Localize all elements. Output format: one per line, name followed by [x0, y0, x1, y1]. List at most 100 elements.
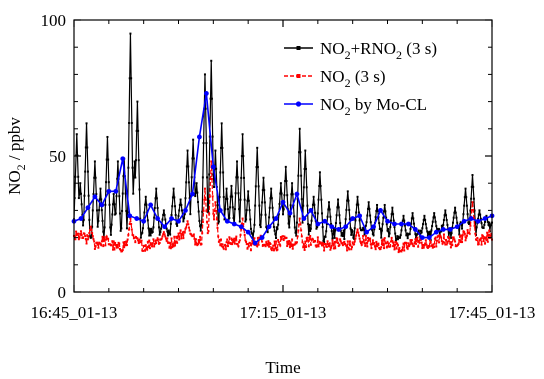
series-1-point	[107, 237, 110, 240]
series-0-point	[85, 122, 88, 125]
series-1-point	[364, 244, 367, 247]
series-1-point	[247, 245, 250, 248]
series-0-point	[293, 215, 296, 218]
series-1-point	[354, 237, 357, 240]
series-1-point	[441, 242, 444, 245]
series-0-point	[369, 221, 372, 224]
series-1-point	[426, 246, 429, 249]
series-0-point	[426, 230, 429, 233]
y-axis-title-sub: 2	[14, 164, 28, 170]
series-1-point	[279, 236, 282, 239]
series-0-point	[400, 229, 403, 232]
series-0-point	[363, 233, 366, 236]
series-0-point	[412, 217, 415, 220]
series-0-point	[376, 203, 379, 206]
series-0-point	[368, 207, 371, 210]
series-1-point	[377, 242, 380, 245]
series-0-point	[136, 100, 139, 103]
series-1-point	[396, 244, 399, 247]
series-0-point	[139, 236, 142, 239]
series-0-point	[391, 206, 394, 209]
series-1-point	[86, 238, 89, 241]
series-2-point	[385, 218, 390, 224]
series-0-point	[489, 224, 492, 227]
series-0-point	[78, 192, 81, 195]
series-0-point	[465, 196, 468, 199]
series-0-point	[141, 231, 144, 234]
series-0-point	[242, 176, 245, 179]
series-1-point	[360, 243, 363, 246]
series-0-point	[408, 233, 411, 236]
series-1-point	[249, 249, 252, 252]
series-0-point	[423, 214, 426, 217]
series-0-point	[216, 204, 219, 207]
series-1-point	[280, 237, 283, 240]
series-0-point	[424, 218, 427, 221]
series-0-point	[247, 199, 250, 202]
series-1-point	[215, 218, 218, 221]
series-0-point	[261, 189, 264, 192]
series-1-point	[396, 242, 399, 245]
series-0-point	[137, 159, 140, 162]
series-0-point	[203, 73, 206, 76]
series-1-point	[266, 244, 269, 247]
series-0-point	[183, 217, 186, 220]
series-0-point	[89, 235, 92, 238]
series-0-point	[166, 230, 169, 233]
series-1-point	[103, 236, 106, 239]
series-0-point	[396, 238, 399, 241]
series-0-point	[129, 32, 132, 35]
series-0-point	[337, 206, 340, 209]
series-1-point	[161, 235, 164, 238]
series-0-point	[162, 213, 165, 216]
series-1-point	[311, 238, 314, 241]
series-0-point	[362, 228, 365, 231]
series-1-point	[373, 245, 376, 248]
series-0-point	[210, 97, 213, 100]
series-0-point	[155, 197, 158, 200]
series-1-point	[121, 249, 124, 252]
series-0-point	[369, 214, 372, 217]
series-0-point	[436, 227, 439, 230]
series-1-point	[293, 243, 296, 246]
series-0-point	[249, 218, 252, 221]
series-1-point	[197, 239, 200, 242]
series-1-point	[110, 244, 113, 247]
series-1-point	[406, 246, 409, 249]
series-1-point	[447, 240, 450, 243]
series-0-point	[97, 219, 100, 222]
legend-label-part: (3 s)	[402, 39, 437, 58]
series-1-point	[411, 243, 414, 246]
series-0-point	[93, 176, 96, 179]
series-2-point	[78, 216, 84, 221]
series-0-point	[334, 222, 337, 225]
series-0-point	[110, 223, 113, 226]
series-0-point	[204, 107, 207, 110]
series-1-point	[486, 231, 489, 234]
series-0-point	[298, 151, 301, 154]
series-1-point	[288, 239, 291, 242]
series-0-point	[153, 206, 156, 209]
series-0-point	[376, 210, 379, 212]
series-0-point	[278, 202, 281, 205]
series-0-point	[91, 209, 94, 212]
series-1-point	[409, 239, 412, 242]
series-1-point	[226, 245, 229, 248]
series-2-point	[190, 191, 195, 197]
series-1-point	[74, 238, 77, 241]
series-1-point	[239, 233, 242, 236]
series-1-point	[132, 234, 135, 237]
series-0-point	[130, 77, 133, 80]
series-0-point	[389, 226, 392, 229]
series-1-point	[179, 229, 182, 232]
series-1-point	[321, 244, 324, 247]
series-0-point	[139, 217, 142, 220]
series-0-point	[255, 166, 258, 169]
series-1-point	[349, 244, 352, 247]
series-0-point	[318, 185, 321, 188]
series-0-point	[218, 195, 221, 198]
series-1-point	[351, 241, 354, 244]
series-0-point	[190, 176, 193, 179]
series-1-point	[135, 236, 137, 239]
